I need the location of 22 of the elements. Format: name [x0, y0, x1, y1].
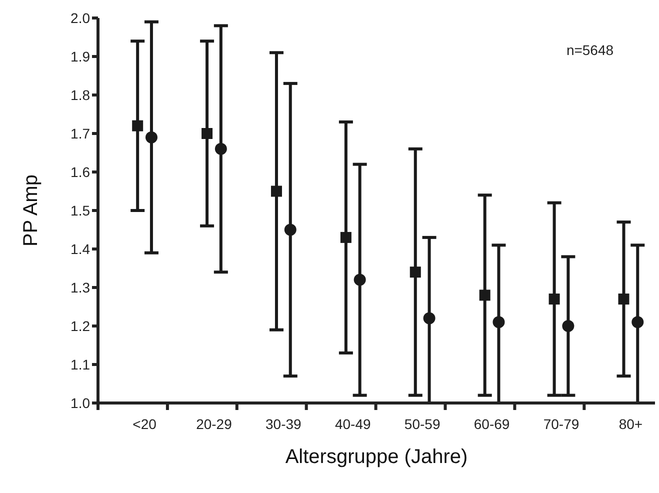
- annotation: n=5648: [566, 42, 614, 58]
- y-tick-label: 2.0: [70, 10, 90, 26]
- x-tick-label: 80+: [618, 416, 643, 432]
- y-tick-label: 1.3: [70, 279, 90, 296]
- x-axis-title: Altersgruppe (Jahre): [285, 446, 468, 468]
- y-tick-label: 1.8: [70, 86, 90, 103]
- x-tick-label: 50-59: [404, 416, 440, 432]
- y-tick-label: 1.0: [70, 394, 90, 411]
- x-tick-label: 40-49: [334, 416, 371, 432]
- y-tick-label: 1.6: [70, 164, 90, 180]
- y-axis-title: PP Amp: [20, 174, 42, 246]
- x-tick-label: 70-79: [543, 416, 580, 432]
- y-tick-label: 1.2: [70, 318, 90, 334]
- x-tick-label: 20-29: [196, 416, 232, 432]
- y-tick-label: 1.4: [70, 240, 90, 257]
- x-tick-label: 60-69: [474, 416, 510, 432]
- y-tick-label: 1.5: [70, 202, 90, 218]
- y-tick-label: 1.9: [70, 48, 90, 64]
- x-tick-label: <20: [132, 416, 157, 432]
- y-tick-label: 1.7: [70, 125, 90, 142]
- x-tick-label: 30-39: [266, 416, 302, 432]
- y-tick-label: 1.1: [70, 356, 90, 372]
